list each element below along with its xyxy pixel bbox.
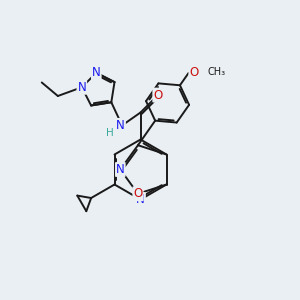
Text: O: O — [189, 66, 199, 79]
Text: N: N — [116, 119, 125, 132]
Text: CH₃: CH₃ — [207, 68, 225, 77]
Text: N: N — [116, 163, 125, 176]
Text: N: N — [92, 66, 101, 79]
Text: O: O — [153, 88, 163, 102]
Text: O: O — [133, 187, 142, 200]
Text: N: N — [136, 193, 145, 206]
Text: H: H — [106, 128, 113, 138]
Text: N: N — [77, 81, 86, 94]
